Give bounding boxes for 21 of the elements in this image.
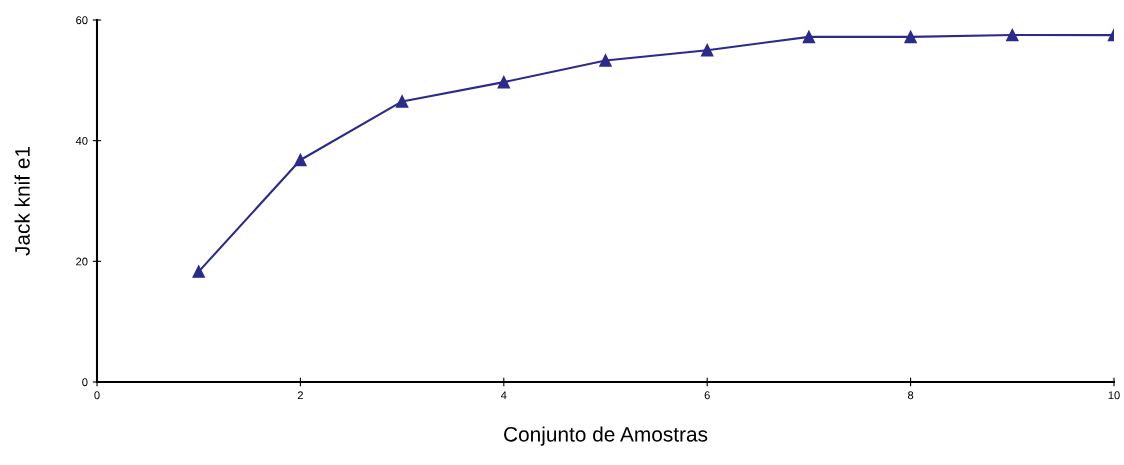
point [802,30,816,44]
x-axis-title: Conjunto de Amostras [504,426,708,446]
point [294,153,307,167]
x-tick-label: 2 [297,391,303,400]
point [599,54,612,67]
x-tick-label: 6 [704,391,710,400]
x-tick-label: 0 [94,391,100,400]
x-tick-label: 10 [1108,391,1120,400]
point [497,75,511,89]
point [1006,28,1019,42]
point [395,95,409,108]
y-tick-label: 20 [76,257,88,266]
y-tick-label: 0 [82,378,88,387]
y-axis-title: Jack knif e1 [14,147,30,256]
y-tick-label: 40 [75,136,88,145]
x-tick-label: 8 [907,391,914,400]
y-tick-label: 60 [76,16,88,25]
x-tick-label: 4 [500,391,507,400]
point [904,30,917,44]
point [192,265,205,278]
point [700,43,714,57]
